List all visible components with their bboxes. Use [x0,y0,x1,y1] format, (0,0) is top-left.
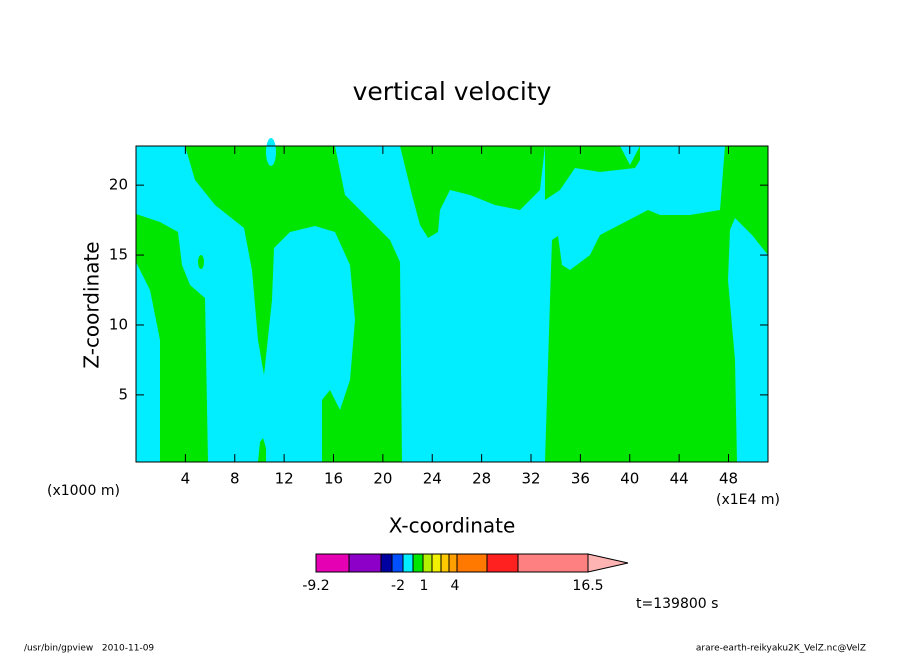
colorbar-segment [440,553,450,573]
x-tick-label: 28 [472,470,491,488]
contour-region [258,438,266,462]
x-tick-label: 4 [181,470,191,488]
colorbar-tick-label: -2 [391,578,405,594]
x-tick-label: 44 [670,470,689,488]
y-tick-label: 10 [109,315,128,333]
colorbar-segment [391,553,404,573]
x-tick-label: 48 [719,470,738,488]
contour-field [136,138,768,462]
colorbar-segment [380,553,393,573]
contour-region [185,146,402,462]
x-tick-label: 12 [275,470,294,488]
x-tick-label: 16 [324,470,343,488]
colorbar-segment [448,553,458,573]
colorbar-tick-label: 16.5 [572,578,603,594]
contour-region [545,146,640,200]
colorbar-segment [431,553,442,573]
colorbar-segment [486,553,519,573]
x-tick-label: 24 [423,470,442,488]
chart-title: vertical velocity [353,77,552,106]
contour-region [266,138,276,166]
footer-left: /usr/bin/gpview 2010-11-09 [24,644,154,654]
colorbar-segment [315,553,350,573]
x-axis-label: X-coordinate [389,514,516,538]
y-tick-label: 5 [118,385,128,403]
contour-region [545,146,768,462]
colorbar-segment [412,553,424,573]
colorbar-segment [456,553,488,573]
colorbar-tick-label: -9.2 [302,578,329,594]
colorbar-segment [348,553,382,573]
x-tick-label: 32 [521,470,540,488]
footer-right: arare-earth-reikyaku2K_VelZ.nc@VelZ [696,644,866,654]
colorbar-segment [422,553,433,573]
x-tick-label: 40 [620,470,639,488]
contour-region [198,255,204,269]
x-tick-label: 20 [373,470,392,488]
colorbar-segment [517,553,589,573]
y-tick-label: 15 [109,246,128,264]
colorbar-arrow [587,553,629,573]
contour-region [400,146,545,238]
time-label: t=139800 s [636,596,718,612]
y-axis-label: Z-coordinate [80,241,104,368]
contour-region [136,214,208,462]
x-tick-label: 36 [571,470,590,488]
x-unit-label: (x1000 m) [47,483,120,499]
colorbar-tick-label: 1 [420,578,429,594]
x-tick-label: 8 [230,470,240,488]
y-tick-label: 20 [109,176,128,194]
x-scale-label: (x1E4 m) [716,492,780,508]
plot-frame [135,145,769,463]
colorbar-segment [402,553,414,573]
colorbar-tick-label: 4 [451,578,460,594]
